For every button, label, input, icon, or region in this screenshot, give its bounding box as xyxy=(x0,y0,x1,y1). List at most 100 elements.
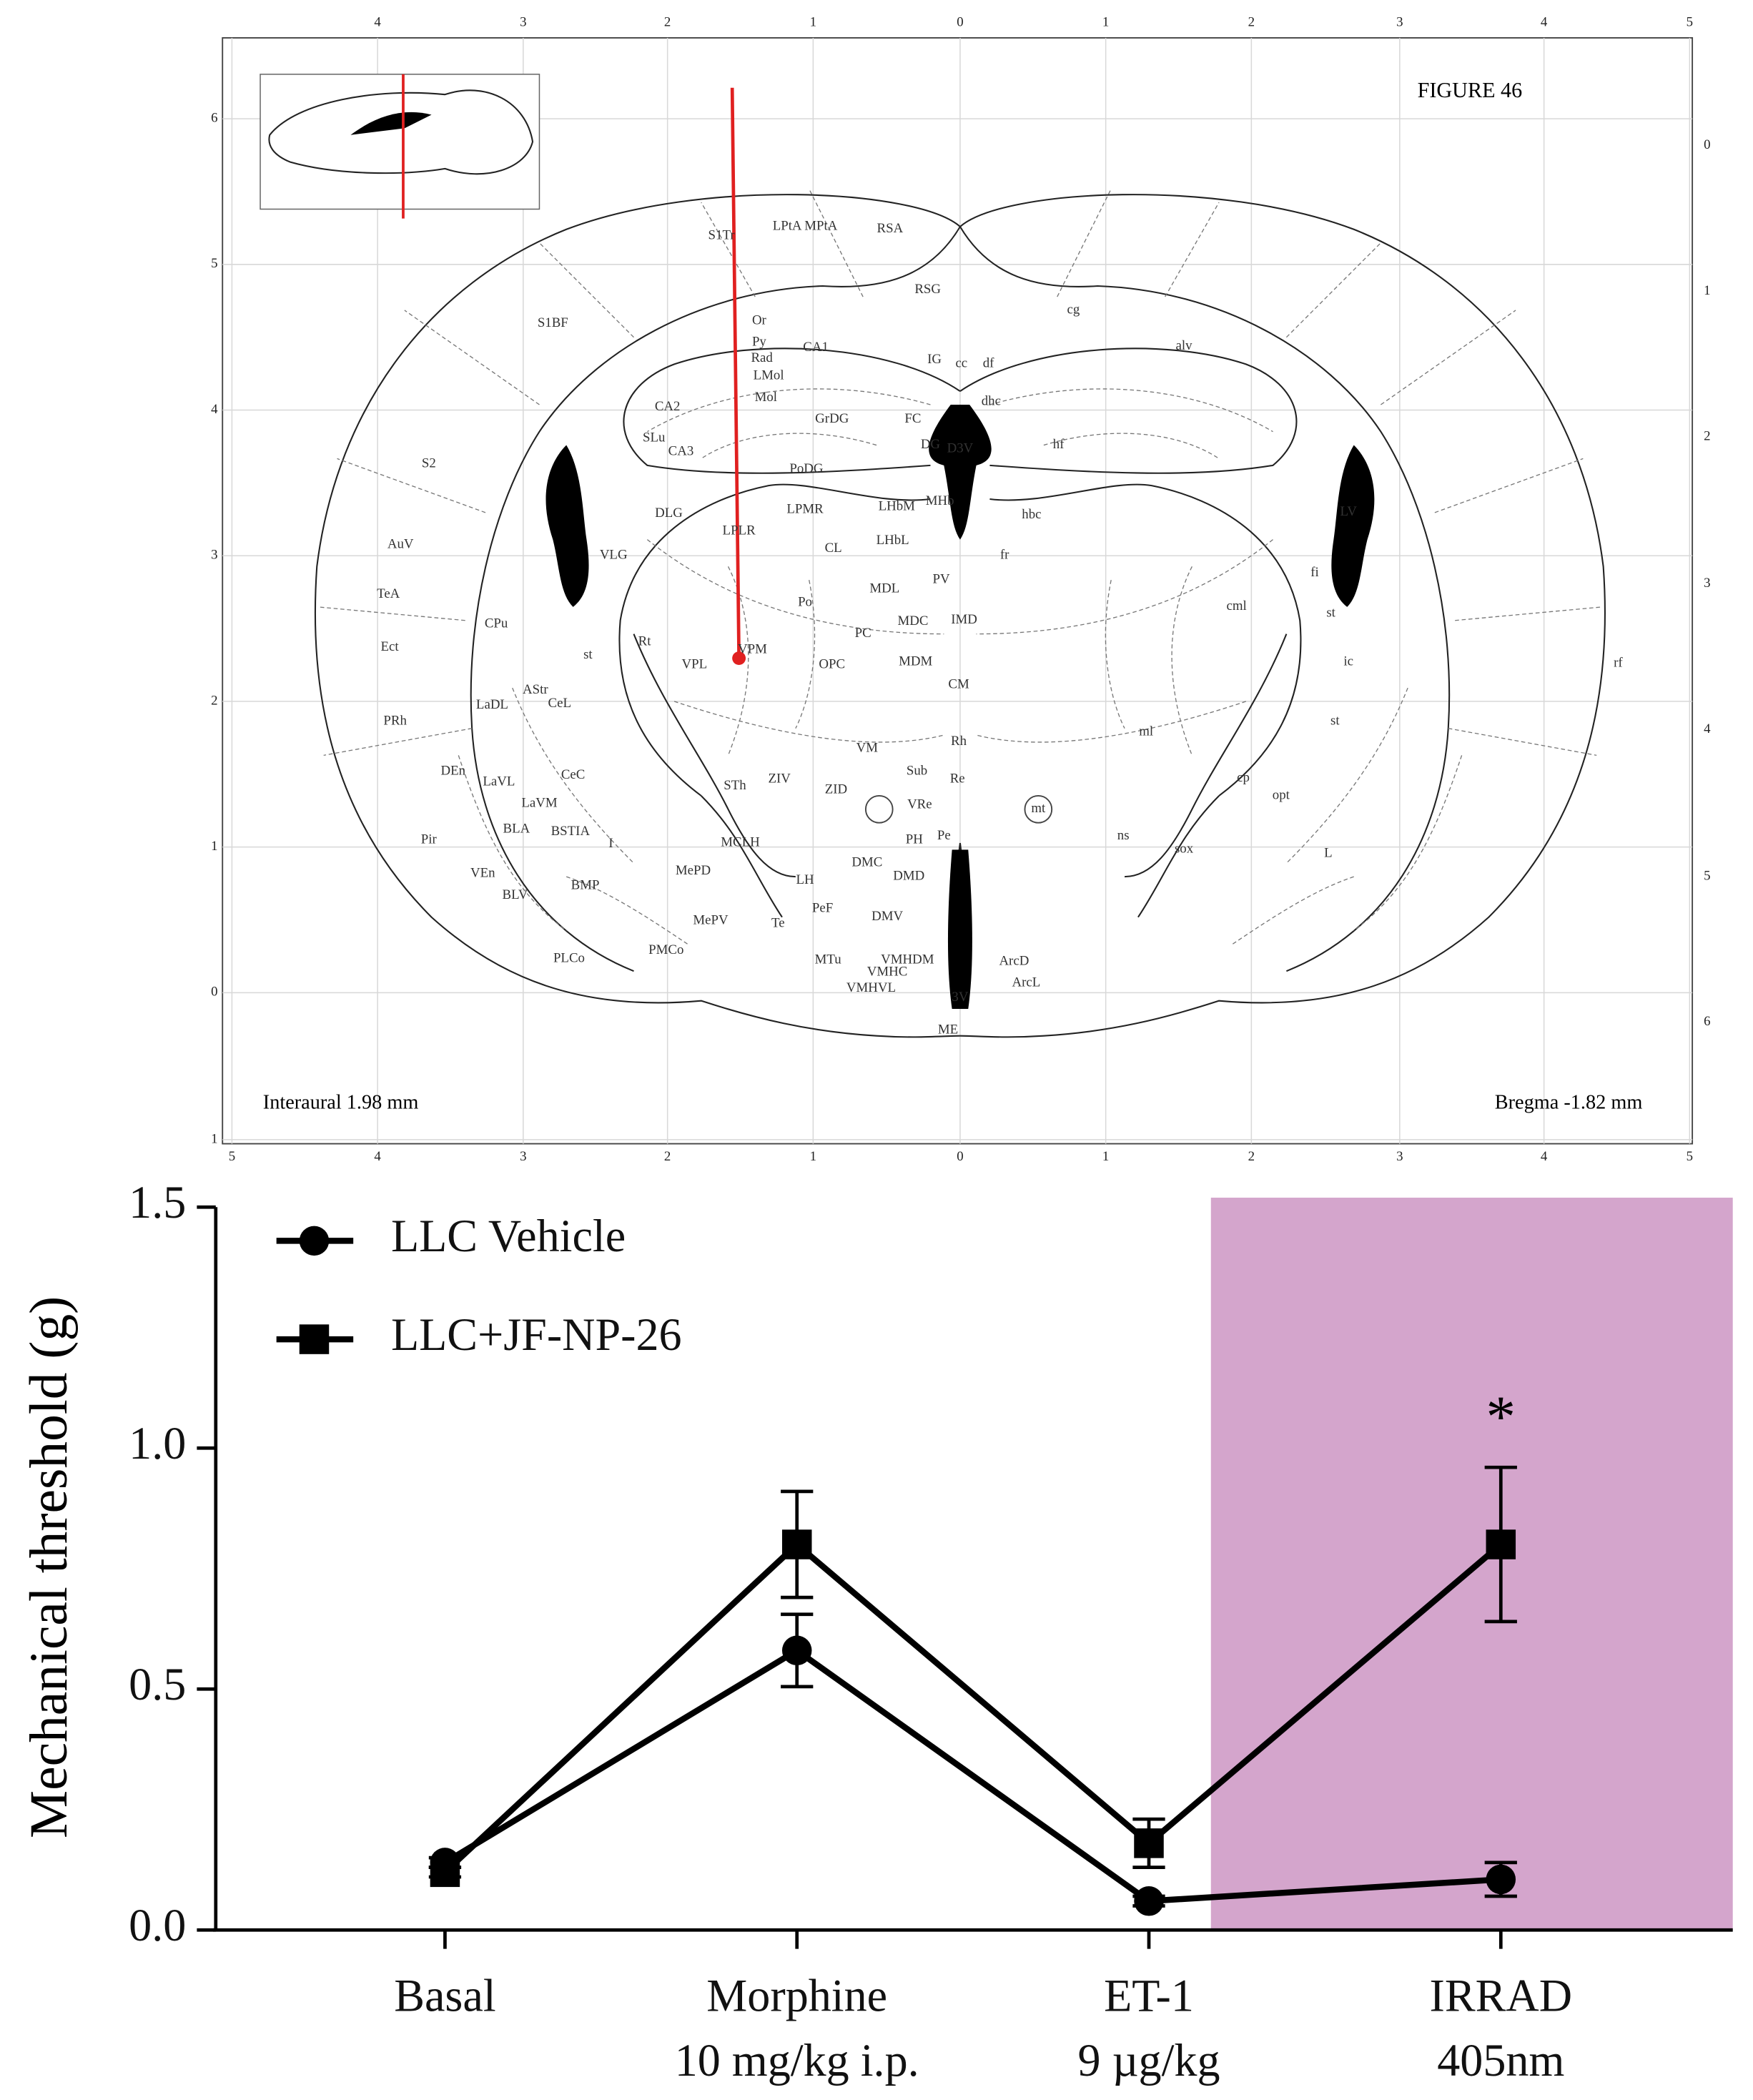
region-label: Rh xyxy=(951,734,967,749)
atlas-left-tick: 2 xyxy=(211,693,217,708)
figure-label: FIGURE 46 xyxy=(1418,78,1523,102)
atlas: 4 3 2 1 0 1 2 3 4 5 5 4 3 2 1 0 1 2 3 4 5 6 5 4 3 2 1 0 1 0 1 2 3 4 5 6 xyxy=(211,15,1711,1164)
region-label: VMHDM xyxy=(881,952,934,967)
region-label: S1BF xyxy=(538,315,568,330)
region-label: STh xyxy=(724,778,746,793)
region-label: Pe xyxy=(937,828,951,843)
region-label: LPLR xyxy=(723,523,756,538)
region-label: st xyxy=(1330,714,1340,729)
region-label: SLu xyxy=(643,430,666,445)
region-label: BMP xyxy=(571,878,600,893)
region-label: VMHC xyxy=(867,964,908,979)
atlas-bottom-tick: 2 xyxy=(1248,1149,1255,1164)
x-tick-label: Basal xyxy=(394,1970,495,2021)
series-line xyxy=(443,1647,1501,1905)
atlas-left-tick: 4 xyxy=(211,402,218,417)
marker-square xyxy=(781,1529,812,1559)
atlas-right-tick: 0 xyxy=(1704,137,1710,152)
region-label: alv xyxy=(1176,338,1193,353)
electrode-track xyxy=(730,87,741,659)
region-label: DMD xyxy=(893,868,924,883)
bregma: Bregma -1.82 mm xyxy=(1495,1092,1643,1114)
region-label: hbc xyxy=(1022,507,1041,522)
atlas-bottom-tick: 1 xyxy=(1102,1149,1109,1164)
region-label: PMCo xyxy=(648,942,683,957)
y-tick-label: 0.0 xyxy=(129,1900,186,1951)
region-label: LPMR xyxy=(786,501,824,516)
chart: Mechanical threshold (g) 0.0 0.5 1.0 1.5 Bas… xyxy=(19,1177,1733,2086)
atlas-bottom-tick: 4 xyxy=(374,1149,381,1164)
region-label: D3V xyxy=(947,441,974,456)
y-tick-label: 0.5 xyxy=(129,1659,186,1710)
region-label: L xyxy=(1324,845,1333,860)
region-label: S1Tr xyxy=(708,228,736,243)
atlas-bottom-tick: 5 xyxy=(1687,1149,1693,1164)
atlas-top-tick: 4 xyxy=(1541,15,1548,30)
region-label: VPM xyxy=(738,642,767,657)
region-label: cp xyxy=(1237,770,1250,785)
marker-square xyxy=(1134,1828,1164,1858)
atlas-right-tick: 4 xyxy=(1704,721,1711,736)
atlas-right-tick: 2 xyxy=(1704,429,1710,444)
region-label: cml xyxy=(1226,598,1246,613)
region-label: Po xyxy=(798,595,812,610)
region-label: MHb xyxy=(926,493,954,508)
atlas-top-tick: 3 xyxy=(520,15,526,30)
region-label: Te xyxy=(771,915,785,930)
y-tick-label: 1.5 xyxy=(129,1177,186,1228)
brain-outline xyxy=(314,188,1606,1038)
region-label: ArcD xyxy=(999,953,1029,968)
x-tick-label: ET-1 9 µg/kg xyxy=(1078,1970,1220,2086)
region-label: PLCo xyxy=(553,951,585,966)
region-label: ZIV xyxy=(768,772,791,787)
region-label: GrDG xyxy=(815,411,849,426)
region-label: PeF xyxy=(812,901,833,916)
region-label: Rt xyxy=(638,634,652,649)
region-label: LaDL xyxy=(476,697,508,712)
region-label: PV xyxy=(932,572,949,587)
region-label: LaVM xyxy=(521,796,558,811)
region-label: VPL xyxy=(682,656,708,671)
marker-square xyxy=(1486,1529,1516,1559)
region-label: LPtA MPtA xyxy=(773,218,838,233)
marker-square xyxy=(430,1857,460,1888)
region-label: FC xyxy=(904,411,921,426)
atlas-bottom-tick: 3 xyxy=(1396,1149,1403,1164)
region-label: LV xyxy=(1340,504,1357,519)
region-label: ns xyxy=(1117,828,1130,843)
atlas-right-tick: 1 xyxy=(1704,283,1710,298)
region-label: CA3 xyxy=(668,443,694,458)
region-label: Mol xyxy=(755,390,777,405)
annotation: * xyxy=(1486,1384,1516,1449)
region-label: Py xyxy=(752,335,766,350)
region-label: MDL xyxy=(869,581,899,596)
electrode-tip xyxy=(732,651,746,666)
region-label: Pir xyxy=(421,832,438,847)
region-label: OPC xyxy=(819,656,845,671)
region-label: DLG xyxy=(655,506,683,521)
region-label: ml xyxy=(1139,724,1153,739)
region-label: IG xyxy=(927,352,942,367)
atlas-top-tick: 1 xyxy=(1102,15,1109,30)
region-label: CM xyxy=(948,677,969,692)
region-label: RSA xyxy=(877,221,904,236)
region-label: DMC xyxy=(851,855,882,870)
region-label: CL xyxy=(825,541,842,556)
interaural: Interaural 1.98 mm xyxy=(263,1092,419,1114)
atlas-bottom-tick: 2 xyxy=(664,1149,671,1164)
region-label: Sub xyxy=(907,763,927,778)
atlas-bottom-tick: 0 xyxy=(957,1149,963,1164)
region-label: dhc xyxy=(982,394,1001,409)
region-label: BSTIA xyxy=(551,824,591,839)
region-label: ic xyxy=(1343,654,1353,669)
region-label: Re xyxy=(950,772,965,787)
region-label: CA2 xyxy=(655,399,681,414)
region-label: fr xyxy=(1000,548,1009,563)
atlas-right-tick: 6 xyxy=(1704,1014,1710,1029)
series-line xyxy=(443,1540,1503,1875)
region-label: VLG xyxy=(600,548,628,563)
region-label: Ect xyxy=(381,639,400,654)
region-label: 3V xyxy=(952,990,968,1005)
region-label: CPu xyxy=(485,616,508,631)
